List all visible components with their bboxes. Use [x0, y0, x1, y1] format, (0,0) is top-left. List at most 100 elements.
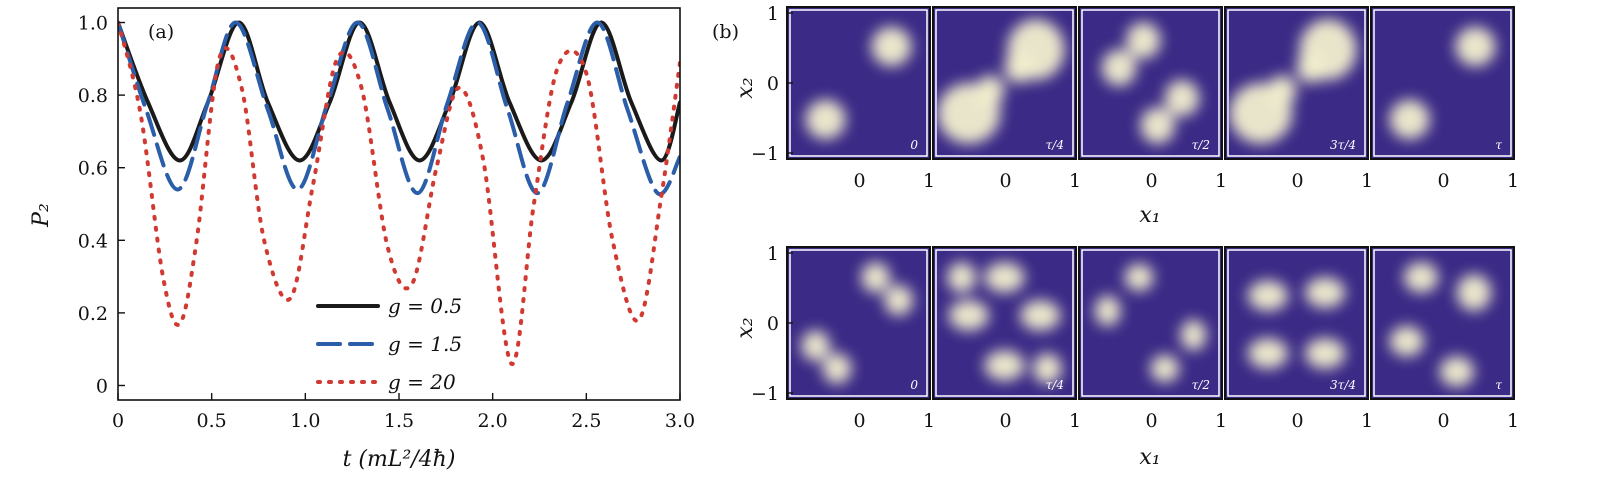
- density-blob: [805, 99, 846, 140]
- x-tick-label-b: 1: [1507, 170, 1519, 192]
- density-blob: [801, 330, 830, 361]
- density-blob: [1094, 295, 1121, 327]
- heatmap-inner-frame: [1373, 249, 1512, 397]
- x-tick-label-b: 1: [1215, 410, 1227, 432]
- density-blob: [1455, 26, 1496, 67]
- y-tick-label-a: 0.4: [78, 230, 108, 252]
- frame-time-label: τ/2: [1192, 378, 1210, 392]
- density-blob: [884, 285, 913, 316]
- x-tick-label-b: 0: [999, 170, 1011, 192]
- density-blob: [1456, 274, 1492, 311]
- density-blob: [1124, 263, 1154, 292]
- x-axis-label-b-top: x₁: [1139, 203, 1160, 228]
- frame-time-label: 3τ/4: [1330, 378, 1356, 392]
- density-blob: [984, 262, 1025, 293]
- heatmap-tile-background: [1224, 246, 1369, 400]
- y-tick-label-b: 0: [767, 313, 779, 335]
- heatmap-inner-frame: [1081, 249, 1220, 397]
- y-tick-label-a: 0.6: [78, 158, 108, 180]
- x-tick-label-a: 0: [112, 410, 124, 432]
- density-blob: [1267, 75, 1297, 106]
- heatmap-tile: τ: [1370, 6, 1515, 160]
- density-blob: [1140, 107, 1175, 144]
- density-blob: [822, 353, 852, 384]
- density-blob: [1296, 52, 1326, 83]
- x-tick-label-b: 0: [999, 410, 1011, 432]
- x-tick-label-b: 0: [1437, 410, 1449, 432]
- x-tick-label-a: 2.0: [478, 410, 508, 432]
- x-tick-label-b: 1: [1361, 410, 1373, 432]
- x-axis-label-b-bottom: x₁: [1139, 445, 1160, 470]
- x-tick-label-b: 1: [1069, 170, 1081, 192]
- x-tick-label-b: 1: [923, 170, 935, 192]
- x-tick-label-b: 1: [1507, 410, 1519, 432]
- heatmap-tile: 3τ/4: [1224, 246, 1369, 400]
- heatmap-tile: τ/2: [1078, 6, 1223, 160]
- density-blob: [871, 26, 912, 67]
- y-tick-label-b: 0: [767, 73, 779, 95]
- x-tick-label-a: 1.0: [290, 410, 320, 432]
- heatmap-tile-background: [786, 246, 931, 400]
- heatmap-inner-frame: [1227, 249, 1366, 397]
- x-tick-label-b: 0: [1437, 170, 1449, 192]
- density-blob: [1389, 99, 1430, 140]
- frame-time-label: 0: [910, 138, 918, 152]
- x-tick-label-b: 0: [1145, 170, 1157, 192]
- density-blob: [1004, 52, 1034, 83]
- series-line-dotted: [118, 20, 680, 366]
- y-tick-label-b: 1: [767, 3, 779, 25]
- density-blob: [1247, 338, 1288, 369]
- density-blob: [1389, 326, 1424, 357]
- density-blob: [1150, 354, 1180, 383]
- x-tick-label-a: 2.5: [571, 410, 601, 432]
- density-blob: [1403, 262, 1439, 293]
- density-blob: [975, 75, 1005, 106]
- density-blob: [861, 262, 890, 293]
- x-tick-label-b: 0: [1291, 170, 1303, 192]
- panel-b-label: (b): [712, 21, 739, 43]
- density-blob: [1305, 338, 1346, 369]
- x-tick-label-b: 1: [1361, 170, 1373, 192]
- x-tick-label-a: 3.0: [665, 410, 695, 432]
- density-blob: [1126, 22, 1161, 59]
- y-tick-label-a: 1.0: [78, 13, 108, 35]
- heatmap-tile: 0: [786, 246, 931, 400]
- heatmap-inner-frame: [935, 9, 1074, 157]
- heatmap-inner-frame: [935, 249, 1074, 397]
- legend-label: g = 20: [388, 370, 456, 394]
- density-blob: [1247, 280, 1288, 311]
- frame-time-label: τ: [1495, 138, 1502, 152]
- density-blob: [1305, 277, 1346, 308]
- x-axis-label-a: t (mL²/4ħ): [343, 447, 456, 472]
- frame-time-label: τ/4: [1046, 378, 1064, 392]
- y-tick-label-b: 1: [767, 243, 779, 265]
- series-line-dashed: [118, 20, 680, 197]
- density-blob: [1164, 79, 1200, 117]
- heatmap-tile: 3τ/4: [1224, 6, 1369, 160]
- y-axis-label-a: P₂: [29, 203, 54, 228]
- x-tick-label-b: 0: [1291, 410, 1303, 432]
- panel-a-label: (a): [148, 21, 174, 43]
- x-tick-label-b: 0: [853, 170, 865, 192]
- density-blob: [1033, 353, 1062, 384]
- y-tick-label-b: −1: [751, 143, 779, 165]
- panel-b-heatmaps: (b) 0 τ/4 τ/2 3τ/4 τ 1 0 −1 0 1 0 1 0 1 0 1 0 1 0 τ/4 τ/2 3τ/…: [712, 3, 1519, 470]
- density-blob: [1439, 356, 1474, 387]
- frame-time-label: τ: [1495, 378, 1502, 392]
- x-tick-label-a: 0.5: [197, 410, 227, 432]
- density-blob: [948, 300, 989, 331]
- x-tick-label-b: 0: [853, 410, 865, 432]
- heatmap-tile: τ/4: [932, 246, 1077, 400]
- y-axis-label-b-bottom: x₂: [733, 317, 758, 338]
- x-tick-label-b: 1: [923, 410, 935, 432]
- heatmap-tile: τ/4: [932, 6, 1077, 160]
- density-blob: [1180, 319, 1207, 351]
- y-tick-label-a: 0.2: [78, 303, 108, 325]
- legend-a: g = 0.5 g = 1.5 g = 20: [316, 294, 462, 394]
- x-tick-label-b: 1: [1069, 410, 1081, 432]
- y-tick-label-a: 0: [96, 375, 108, 397]
- heatmap-tile-background: [1370, 6, 1515, 160]
- heatmap-inner-frame: [1081, 9, 1220, 157]
- density-blob: [1020, 300, 1061, 331]
